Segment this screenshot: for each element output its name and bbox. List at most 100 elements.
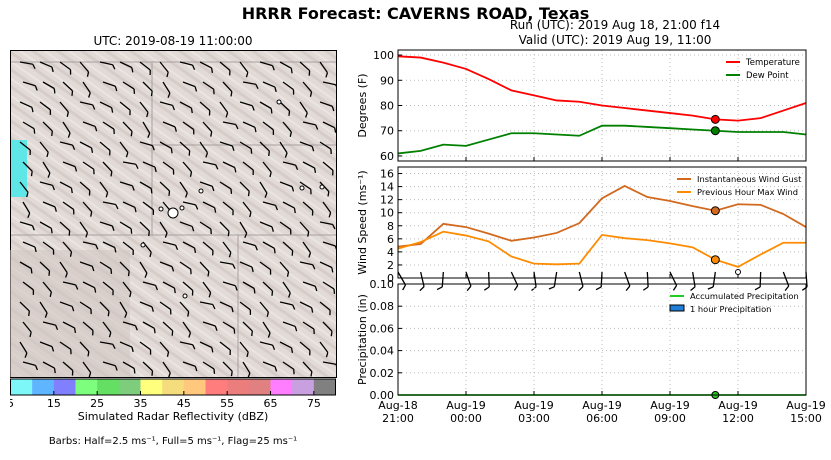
barb-shaft xyxy=(79,101,93,106)
colorbar-cell xyxy=(53,379,76,395)
colorbar-cell xyxy=(32,379,55,395)
wind-barb xyxy=(102,201,119,210)
barb-feather xyxy=(273,248,276,254)
barb-feather xyxy=(90,309,92,315)
x-tick-label: Aug-18 xyxy=(378,399,417,412)
wind-barb xyxy=(122,161,139,170)
barb-feather xyxy=(164,232,168,238)
wind-barb xyxy=(322,321,333,337)
legend-label: Accumulated Precipitation xyxy=(690,291,799,301)
barb-feather xyxy=(210,229,212,235)
wind-barbs-timeseries xyxy=(397,269,808,292)
wind-barb xyxy=(262,321,271,338)
wind-barb xyxy=(82,361,92,378)
main-title: HRRR Forecast: CAVERNS ROAD, Texas xyxy=(241,4,590,23)
barb-feather xyxy=(111,107,114,113)
barb-feather xyxy=(32,289,35,295)
barb-feather xyxy=(335,84,337,90)
barb-feather xyxy=(208,110,211,116)
barb-feather xyxy=(247,191,250,197)
barb-shaft xyxy=(299,221,310,233)
wind-barb xyxy=(259,261,272,275)
wind-barb xyxy=(259,181,268,198)
wind-barb xyxy=(322,121,337,133)
barb-shaft xyxy=(322,241,336,247)
barb-shaft xyxy=(139,61,151,71)
wind-barb xyxy=(242,321,253,337)
barb-feather xyxy=(419,286,425,292)
barb-shaft xyxy=(242,361,251,374)
wind-barb xyxy=(199,61,214,73)
wind-barb xyxy=(142,161,157,173)
wind-barb xyxy=(42,161,51,178)
wind-barb xyxy=(259,221,274,232)
barb-feather xyxy=(313,167,317,173)
x-tick-label: 15:00 xyxy=(790,412,822,425)
barb-shaft xyxy=(202,361,215,370)
barb-feather xyxy=(315,124,319,130)
barb-shaft xyxy=(302,81,313,93)
barb-feather xyxy=(146,112,149,118)
barb-shaft xyxy=(99,301,110,312)
barb-shaft xyxy=(42,281,52,293)
barb-shaft xyxy=(262,121,274,131)
y-tick-label: 6 xyxy=(387,233,394,246)
barb-feather xyxy=(151,306,154,312)
barb-shaft xyxy=(182,161,193,173)
wind-barb xyxy=(42,281,52,297)
barb-feather xyxy=(194,366,198,372)
barb-feather xyxy=(150,91,153,97)
barb-shaft xyxy=(302,361,313,372)
wind-barb xyxy=(782,271,790,291)
barb-feather xyxy=(267,332,271,338)
barb-feather xyxy=(95,244,99,250)
barb-shaft xyxy=(199,341,213,349)
barb-shaft xyxy=(119,61,133,69)
barb-feather xyxy=(150,188,153,194)
wind-barb xyxy=(531,271,537,292)
wind-barb xyxy=(39,61,54,73)
barb-feather xyxy=(30,268,33,274)
wind-barb xyxy=(262,201,279,211)
wind-barb xyxy=(62,121,71,138)
wind-barb xyxy=(322,241,337,251)
barb-feather xyxy=(130,131,133,137)
barb-feather xyxy=(253,288,256,294)
barb-feather xyxy=(292,304,296,310)
barb-shaft xyxy=(322,81,336,86)
barb-feather xyxy=(289,131,292,137)
barb-feather xyxy=(49,291,52,297)
wind-barb xyxy=(82,81,91,98)
barb-shaft xyxy=(262,161,272,173)
wind-barb xyxy=(79,141,94,153)
wind-barb xyxy=(22,361,39,371)
barb-shaft xyxy=(279,301,293,306)
barb-feather xyxy=(70,188,73,194)
wind-barb xyxy=(79,61,90,77)
wind-barb xyxy=(199,261,210,277)
wind-barb xyxy=(199,301,216,310)
barb-shaft xyxy=(199,221,212,230)
wind-barb xyxy=(279,181,295,192)
wind-barb xyxy=(162,281,176,294)
barb-feather xyxy=(210,131,213,137)
barb-shaft xyxy=(119,301,128,314)
wind-barb xyxy=(242,201,252,218)
barb-feather xyxy=(112,290,114,296)
wind-barb xyxy=(483,271,490,291)
barb-feather xyxy=(314,286,318,292)
colorbar-tick-label: 45 xyxy=(177,397,191,410)
y-tick-label: 90 xyxy=(380,74,394,87)
barb-feather xyxy=(195,204,199,210)
barb-shaft xyxy=(219,341,231,351)
barb-shaft xyxy=(19,101,33,108)
wind-barb xyxy=(259,61,275,71)
barb-shaft xyxy=(302,321,315,330)
barb-shaft xyxy=(202,81,215,90)
barb-shaft xyxy=(259,181,268,194)
colorbar-tick-label: 25 xyxy=(90,397,104,410)
wind-barb xyxy=(142,201,155,215)
barb-feather xyxy=(188,332,192,338)
barb-feather xyxy=(308,252,312,258)
barb-feather xyxy=(55,324,59,331)
